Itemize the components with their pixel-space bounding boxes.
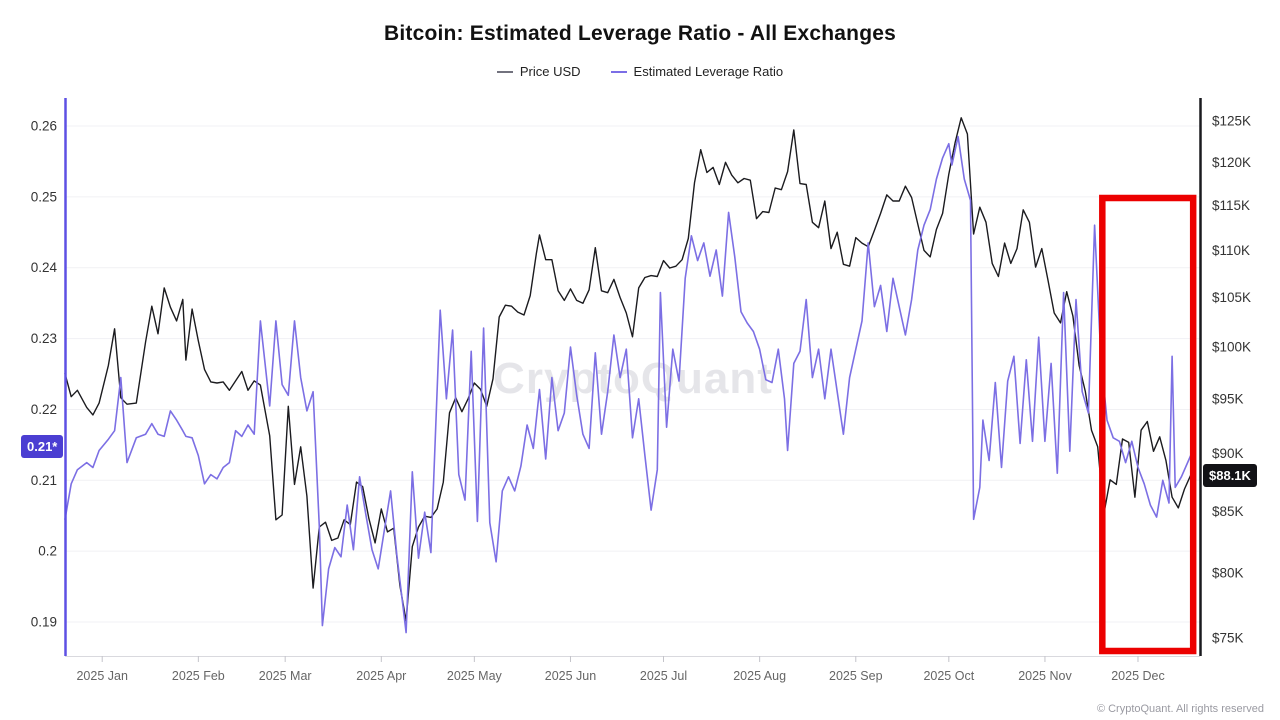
right-axis-tick-label: $100K — [1212, 339, 1251, 354]
chart-title: Bitcoin: Estimated Leverage Ratio - All … — [384, 22, 896, 45]
left-axis-tick-label: 0.21 — [31, 473, 57, 488]
left-axis-tick-label: 0.2 — [38, 544, 57, 559]
x-axis-label: 2025 Jun — [545, 669, 596, 683]
x-axis-label: 2025 Oct — [923, 669, 974, 683]
x-axis-label: 2025 Mar — [259, 669, 312, 683]
x-axis-label: 2025 Jul — [640, 669, 687, 683]
watermark: CryptoQuant — [493, 354, 773, 403]
left-axis-tick-label: 0.24 — [31, 260, 58, 275]
x-axis-label: 2025 Feb — [172, 669, 225, 683]
price-line — [64, 117, 1192, 622]
right-axis-tick-label: $125K — [1212, 114, 1251, 129]
legend-label-price-usd: Price USD — [519, 64, 581, 79]
right-axis-tick-label: $85K — [1212, 504, 1244, 519]
highlight-box — [1099, 194, 1197, 655]
x-axis-label: 2025 Apr — [356, 669, 406, 683]
x-axis-label: 2025 Sep — [829, 669, 883, 683]
right-axis-tick-label: $105K — [1212, 290, 1251, 305]
x-axis-label: 2025 May — [447, 669, 503, 683]
x-axis-label: 2025 Aug — [733, 669, 786, 683]
right-axis-tick-label: $90K — [1212, 446, 1244, 461]
legend-label-estimated-leverage-ratio: Estimated Leverage Ratio — [633, 64, 784, 79]
right-axis-tick-label: $115K — [1212, 198, 1250, 213]
copyright: © CryptoQuant. All rights reserved — [1096, 703, 1264, 715]
right-axis-tick-label: $95K — [1212, 391, 1244, 406]
leverage-line-swatch-icon — [610, 70, 627, 73]
left-axis-tick-label: 0.19 — [31, 615, 57, 630]
left-axis-tick-label: 0.22 — [31, 402, 57, 417]
left-axis-tick-label: 0.25 — [31, 189, 57, 204]
x-axis-label: 2025 Jan — [76, 669, 127, 683]
left-axis-tick-label: 0.23 — [31, 331, 57, 346]
x-axis-label: 2025 Nov — [1018, 669, 1072, 683]
legend-item-estimated-leverage-ratio[interactable]: Estimated Leverage Ratio — [610, 64, 784, 79]
legend: Price USD Estimated Leverage Ratio — [0, 64, 1280, 79]
right-axis-tick-label: $75K — [1212, 631, 1244, 646]
left-axis-tick-label: 0.26 — [31, 119, 57, 134]
price-line-swatch-icon — [496, 70, 513, 73]
right-axis-tick-label: $110K — [1212, 243, 1250, 258]
current-price-badge: $88.1K — [1203, 464, 1257, 488]
right-axis-tick-label: $80K — [1212, 565, 1244, 580]
x-axis-label: 2025 Dec — [1111, 669, 1165, 683]
current-leverage-badge: 0.21* — [21, 435, 64, 459]
right-axis-tick-label: $120K — [1212, 155, 1251, 170]
legend-item-price-usd[interactable]: Price USD — [496, 64, 581, 79]
leverage-line — [64, 135, 1192, 634]
